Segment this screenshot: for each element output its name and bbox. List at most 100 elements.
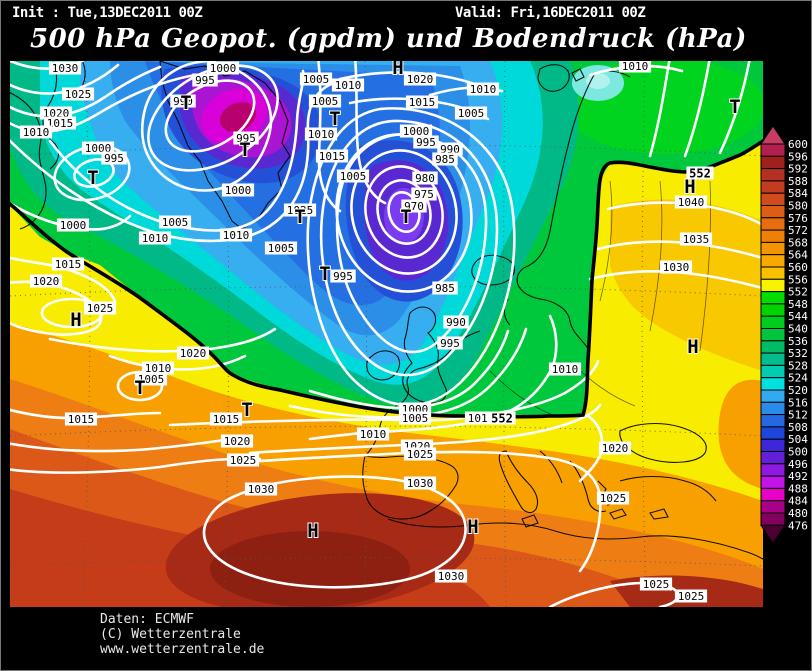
pressure-label: 1040 — [678, 196, 705, 209]
colorbar-segment — [760, 475, 786, 489]
fill-right-orange — [718, 379, 763, 489]
pressure-label: 1000 — [403, 125, 430, 138]
colorbar-segment — [760, 303, 786, 317]
colorbar-arrow-top — [760, 125, 786, 145]
colorbar-tick-label: 588 — [788, 175, 808, 188]
pressure-label: 1005 — [402, 412, 429, 425]
colorbar-tick-label: 548 — [788, 298, 808, 311]
high-center-marker: H — [70, 309, 81, 331]
pressure-label: 1010 — [145, 362, 172, 375]
pressure-label: 1025 — [87, 302, 114, 315]
colorbar-segment — [760, 254, 786, 268]
colorbar-tick-label: 500 — [788, 446, 808, 459]
high-center-marker: H — [687, 336, 698, 358]
colorbar-arrow-bottom — [760, 524, 786, 545]
colorbar-segment — [760, 389, 786, 403]
pressure-label: 1010 — [622, 61, 649, 73]
high-center-marker: H — [467, 516, 478, 538]
colorbar-tick-label: 508 — [788, 421, 808, 434]
pressure-label: 1030 — [438, 570, 465, 583]
high-center-marker: H — [307, 520, 318, 542]
colorbar-tick-label: 576 — [788, 212, 808, 225]
colorbar-tick-label: 540 — [788, 323, 808, 336]
colorbar-tick-label: 584 — [788, 187, 808, 200]
colorbar-segment — [760, 143, 786, 157]
pressure-label: 1030 — [248, 483, 275, 496]
pressure-label: 990 — [446, 316, 466, 329]
colorbar-tick-label: 484 — [788, 495, 808, 508]
colorbar-segment — [760, 192, 786, 206]
colorbar-tick-label: 532 — [788, 347, 808, 360]
colorbar-tick-label: 544 — [788, 310, 808, 323]
colorbar-segment — [760, 229, 786, 243]
colorbar-tick-label: 488 — [788, 482, 808, 495]
low-center-marker: T — [294, 206, 305, 228]
pressure-label: 1015 — [47, 117, 74, 130]
colorbar-tick-label: 496 — [788, 458, 808, 471]
pressure-label: 1010 — [552, 363, 579, 376]
colorbar-segment — [760, 180, 786, 194]
colorbar-segment — [760, 241, 786, 256]
pressure-label: 1035 — [683, 233, 710, 246]
colorbar-legend: 600 596 592 588 584 580 576 572 568 564 560 556 552 5… — [759, 124, 812, 564]
pressure-label: 1020 — [224, 435, 251, 448]
colorbar-tick-label: 592 — [788, 163, 808, 176]
pressure-label: 1020 — [602, 442, 629, 455]
pressure-label: 1015 — [55, 258, 82, 271]
high-center-marker: H — [392, 61, 403, 79]
colorbar-segment — [760, 500, 786, 514]
colorbar-tick-label: 504 — [788, 433, 808, 446]
low-center-marker: T — [241, 399, 252, 421]
colorbar-segment — [760, 155, 786, 170]
pressure-label: 1010 — [470, 83, 497, 96]
colorbar-tick-label: 512 — [788, 409, 808, 422]
colorbar-segment — [760, 291, 786, 305]
colorbar-tick-label: 560 — [788, 261, 808, 274]
colorbar-tick-label: 524 — [788, 372, 808, 385]
valid-time: Valid: Fri,16DEC2011 00Z — [455, 5, 646, 21]
colorbar-tick-label: 572 — [788, 224, 808, 237]
colorbar-tick-label: 492 — [788, 470, 808, 483]
colorbar-segment — [760, 463, 786, 477]
pressure-label: 980 — [415, 172, 435, 185]
init-time: Init : Tue,13DEC2011 00Z — [12, 5, 203, 21]
colorbar-tick-label: 600 — [788, 138, 808, 151]
pressure-label: 1000 — [60, 219, 87, 232]
pressure-label: 1010 — [23, 126, 50, 139]
low-center-marker: T — [134, 377, 145, 399]
pressure-label: 1005 — [162, 216, 189, 229]
colorbar-segment — [760, 451, 786, 465]
colorbar-tick-label: 528 — [788, 359, 808, 372]
pressure-label: 1005 — [312, 95, 339, 108]
high-center-marker: H — [684, 176, 695, 198]
pressure-label: 1015 — [319, 150, 346, 163]
pressure-label: 1030 — [407, 477, 434, 490]
colorbar-segment — [760, 487, 786, 502]
pressure-label: 1030 — [663, 261, 690, 274]
pressure-label: 1015 — [409, 96, 436, 109]
colorbar-tick-label: 536 — [788, 335, 808, 348]
pressure-label: 1025 — [407, 448, 434, 461]
pressure-label: 1005 — [138, 373, 165, 386]
pressure-label: 1005 — [340, 170, 367, 183]
low-center-marker: T — [400, 206, 411, 228]
fill-darkcore — [219, 101, 257, 133]
colorbar-tick-label: 568 — [788, 236, 808, 249]
map-area: 1030 1025 1020 1015 1010 1000 995 1000 1015 1020 1… — [4, 55, 768, 613]
pressure-label: 995 — [236, 132, 256, 145]
colorbar-segment — [760, 426, 786, 440]
colorbar-tick-label: 480 — [788, 507, 808, 520]
colorbar-tick-label: 476 — [788, 519, 808, 532]
colorbar-segment — [760, 266, 786, 280]
low-center-marker: T — [239, 139, 250, 161]
pressure-label: 975 — [414, 188, 434, 201]
pressure-label: 990 — [173, 95, 193, 108]
pressure-label: 1010 — [223, 229, 250, 242]
geopotential-552-label: 552 — [689, 167, 711, 181]
low-center-marker: T — [87, 167, 98, 189]
pressure-label: 995 — [416, 136, 436, 149]
pressure-label: 1015 — [213, 413, 240, 426]
footer: Daten: ECMWF (C) Wetterzentrale www.wett… — [100, 612, 264, 657]
pressure-label: 1015 — [468, 412, 495, 425]
pressure-label: 985 — [435, 282, 455, 295]
